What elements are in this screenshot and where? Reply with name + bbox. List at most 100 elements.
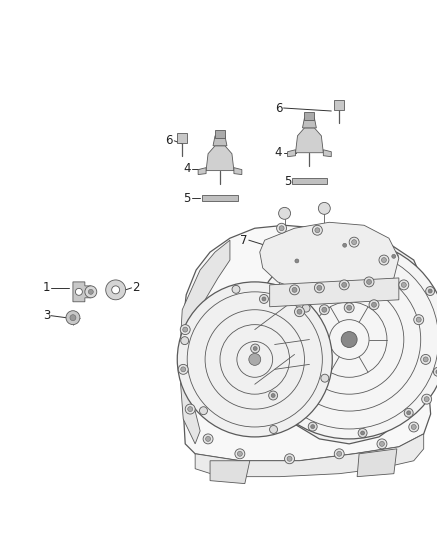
Circle shape xyxy=(322,307,327,312)
Polygon shape xyxy=(182,225,431,461)
Circle shape xyxy=(268,391,278,400)
Polygon shape xyxy=(180,240,230,444)
Circle shape xyxy=(106,280,126,300)
Polygon shape xyxy=(73,282,95,302)
Circle shape xyxy=(297,309,302,314)
Circle shape xyxy=(287,456,292,461)
Polygon shape xyxy=(215,130,225,138)
Circle shape xyxy=(364,277,374,287)
Circle shape xyxy=(392,254,396,259)
Circle shape xyxy=(181,337,189,345)
Circle shape xyxy=(424,397,429,402)
Text: 3: 3 xyxy=(43,309,50,322)
Text: 1: 1 xyxy=(43,281,51,294)
Circle shape xyxy=(321,374,329,382)
Polygon shape xyxy=(195,434,424,477)
Circle shape xyxy=(319,305,329,314)
Circle shape xyxy=(237,451,242,456)
Circle shape xyxy=(409,422,419,432)
Circle shape xyxy=(66,311,80,325)
Circle shape xyxy=(377,439,387,449)
Circle shape xyxy=(318,203,330,214)
Circle shape xyxy=(369,300,379,310)
Circle shape xyxy=(360,431,364,435)
Polygon shape xyxy=(296,128,323,153)
Circle shape xyxy=(416,317,421,322)
Circle shape xyxy=(347,305,352,310)
Circle shape xyxy=(177,282,332,437)
Circle shape xyxy=(183,327,188,332)
Circle shape xyxy=(379,255,389,265)
Circle shape xyxy=(399,280,409,290)
Circle shape xyxy=(279,226,284,231)
Circle shape xyxy=(317,285,322,290)
Polygon shape xyxy=(303,118,316,128)
Circle shape xyxy=(232,285,240,293)
Circle shape xyxy=(70,314,76,321)
Circle shape xyxy=(185,404,195,414)
Circle shape xyxy=(235,449,245,459)
Circle shape xyxy=(381,257,386,263)
Circle shape xyxy=(341,332,357,348)
Circle shape xyxy=(311,425,314,429)
Circle shape xyxy=(423,357,428,362)
Circle shape xyxy=(371,302,377,307)
Text: 5: 5 xyxy=(183,192,191,205)
Circle shape xyxy=(352,240,357,245)
Circle shape xyxy=(344,303,354,313)
Text: 6: 6 xyxy=(165,134,173,147)
Polygon shape xyxy=(198,168,206,175)
Text: 7: 7 xyxy=(240,233,247,247)
Circle shape xyxy=(290,285,300,295)
Circle shape xyxy=(367,279,371,285)
Polygon shape xyxy=(177,133,187,143)
Circle shape xyxy=(181,367,186,372)
Circle shape xyxy=(259,295,268,303)
Text: 2: 2 xyxy=(133,281,140,294)
Circle shape xyxy=(342,282,347,287)
Circle shape xyxy=(421,354,431,365)
Circle shape xyxy=(302,304,310,312)
Circle shape xyxy=(401,282,406,287)
Circle shape xyxy=(389,252,398,261)
Circle shape xyxy=(294,307,304,317)
Circle shape xyxy=(340,241,349,250)
Circle shape xyxy=(205,437,211,441)
Circle shape xyxy=(379,441,385,446)
Circle shape xyxy=(404,408,413,417)
Circle shape xyxy=(422,394,431,404)
Polygon shape xyxy=(213,136,227,146)
Circle shape xyxy=(269,425,278,433)
Polygon shape xyxy=(304,112,314,120)
Polygon shape xyxy=(260,222,399,295)
Circle shape xyxy=(271,393,275,398)
Circle shape xyxy=(349,237,359,247)
Circle shape xyxy=(253,346,257,351)
Circle shape xyxy=(112,286,120,294)
Circle shape xyxy=(343,243,346,247)
Circle shape xyxy=(188,407,193,411)
Circle shape xyxy=(334,449,344,459)
Circle shape xyxy=(315,228,320,233)
Circle shape xyxy=(436,370,438,374)
Circle shape xyxy=(75,288,82,295)
Circle shape xyxy=(407,411,411,415)
Circle shape xyxy=(277,223,286,233)
Polygon shape xyxy=(270,278,399,307)
Text: 4: 4 xyxy=(183,162,191,175)
Circle shape xyxy=(178,365,188,374)
Polygon shape xyxy=(357,449,397,477)
Circle shape xyxy=(262,297,266,301)
Circle shape xyxy=(337,451,342,456)
Circle shape xyxy=(411,424,416,430)
Circle shape xyxy=(285,454,294,464)
Circle shape xyxy=(414,314,424,325)
Circle shape xyxy=(312,225,322,235)
Polygon shape xyxy=(206,146,234,171)
Polygon shape xyxy=(210,461,250,483)
Polygon shape xyxy=(288,150,296,157)
Polygon shape xyxy=(334,100,344,110)
Circle shape xyxy=(358,429,367,438)
Text: 4: 4 xyxy=(275,146,282,159)
Polygon shape xyxy=(292,177,327,183)
